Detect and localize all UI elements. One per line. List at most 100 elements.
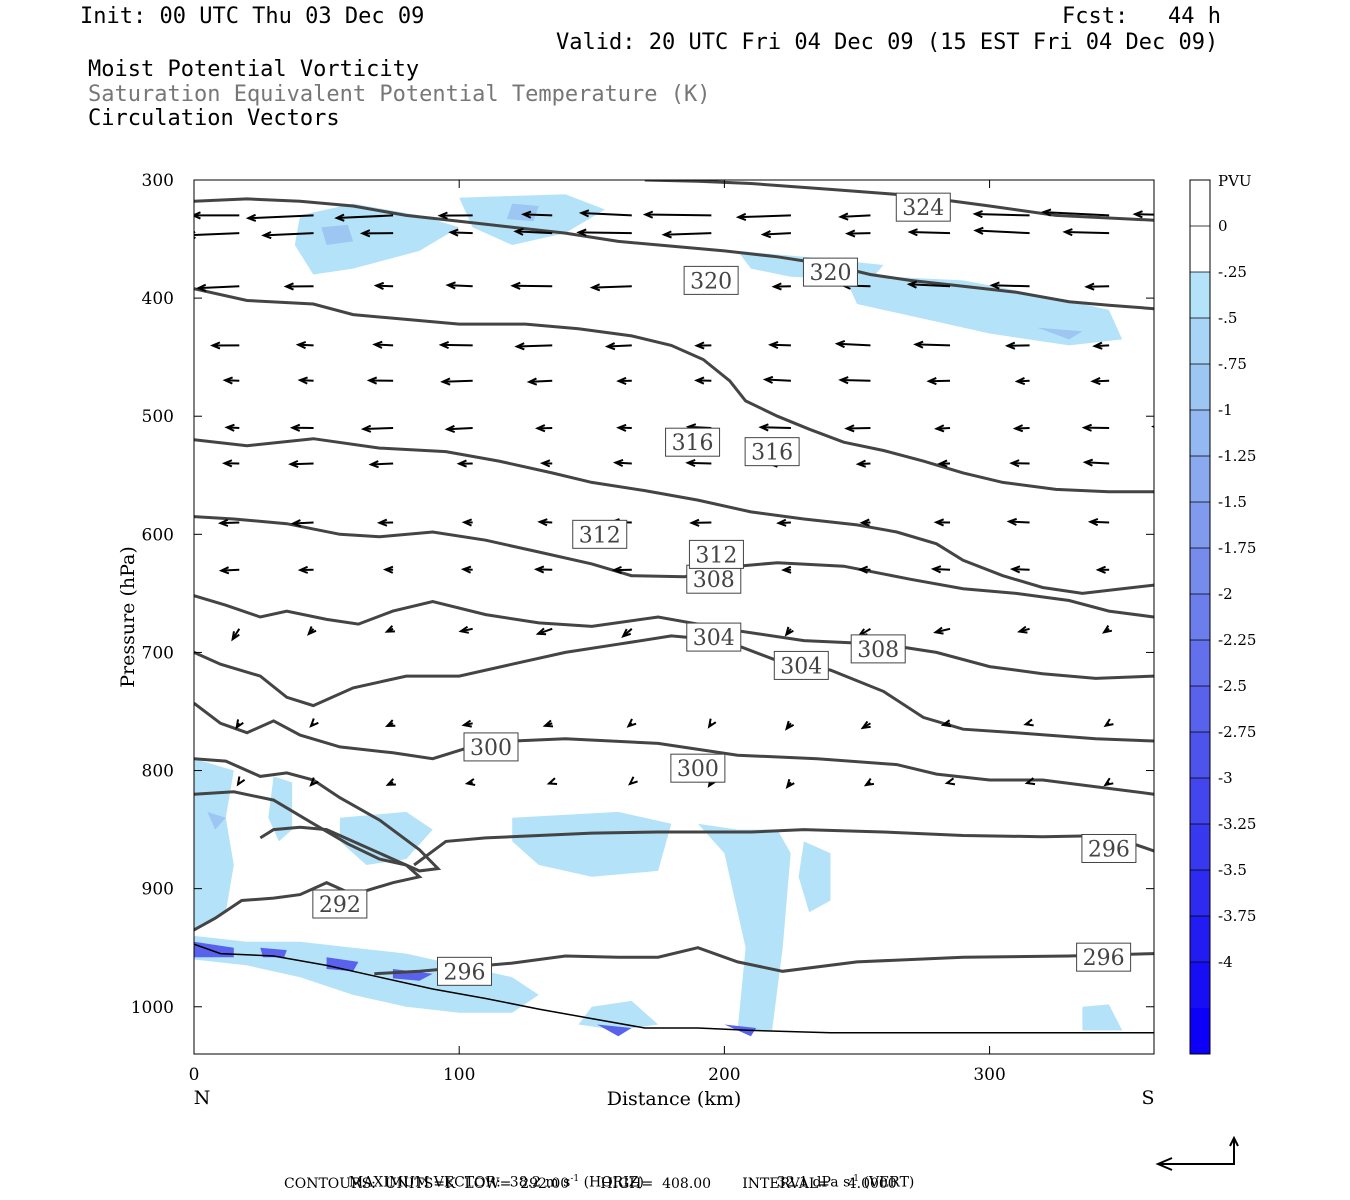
vector-arrow [1132, 210, 1154, 219]
field-title-thetae: Saturation Equivalent Potential Temperat… [88, 82, 711, 107]
vector-arrow [628, 776, 638, 786]
vector-shaft [1135, 213, 1154, 216]
vector-arrow [1023, 718, 1034, 727]
vector-arrow [1087, 518, 1110, 527]
vector-arrow [368, 460, 394, 469]
contour-label: 320 [809, 261, 851, 286]
vector-head [838, 212, 849, 221]
vector-arrow [1009, 565, 1030, 574]
vector-shaft [220, 521, 240, 525]
mpv-core [506, 203, 539, 222]
vector-head [290, 519, 302, 528]
vector-head [1017, 625, 1028, 634]
colorbar-swatch [1190, 502, 1210, 549]
contour-label-box [683, 265, 739, 295]
vector-head [694, 376, 705, 385]
vector-shaft [371, 462, 394, 466]
mpv-region [798, 841, 831, 913]
vector-arrow [973, 226, 1030, 235]
vector-arrow [933, 626, 951, 635]
mpv-region [294, 203, 460, 275]
y-tick-label: 300 [142, 171, 174, 191]
vector-head [834, 340, 846, 349]
vector-arrow [546, 777, 558, 785]
vector-head [694, 341, 705, 350]
vector-arrow [926, 377, 951, 386]
colorbar-swatch [1190, 916, 1210, 963]
contour-312 [194, 437, 1154, 595]
vector-arrow [776, 518, 791, 527]
contour-296 [413, 828, 1154, 867]
vector-shaft [738, 214, 791, 219]
vector-head [288, 459, 299, 469]
contour-label: 300 [470, 736, 512, 761]
x-end-label-left: N [194, 1087, 211, 1109]
vector-head [221, 459, 233, 468]
vector-head [360, 424, 372, 433]
vector-shaft [765, 378, 791, 382]
vector-head [863, 777, 875, 787]
vector-arrow [859, 518, 871, 527]
colorbar-swatch [1190, 180, 1210, 227]
vector-head [612, 458, 624, 468]
terrain-line [193, 943, 1154, 1034]
vector-head [1153, 380, 1154, 381]
vector-arrow [1062, 228, 1110, 237]
vector-head [231, 631, 240, 642]
vector-head [1132, 210, 1143, 219]
colorbar-swatch [1190, 410, 1210, 457]
vector-head [1009, 459, 1020, 468]
colorbar-label: -1.75 [1218, 539, 1256, 557]
contour-label-box [670, 753, 726, 783]
contour-304 [194, 634, 1154, 743]
vector-shaft [581, 212, 632, 217]
vector-shaft [221, 568, 240, 572]
vector-head [535, 627, 547, 636]
y-tick-label: 600 [142, 525, 174, 545]
vector-arrow [376, 518, 394, 527]
vector-head [621, 628, 632, 638]
vector-head [1082, 458, 1094, 467]
vector-head [514, 342, 525, 351]
colorbar-label: -.75 [1218, 355, 1247, 373]
vector-head [907, 228, 918, 237]
vector-shaft [1166, 286, 1183, 287]
vector-arrow [288, 459, 314, 469]
colorbar-swatch [1190, 640, 1210, 687]
mpv-strong-core [597, 1024, 632, 1037]
vector-head [235, 719, 244, 730]
vector-arrow [1180, 779, 1187, 787]
vector-arrow [1176, 567, 1184, 573]
vector-head [707, 718, 717, 729]
plot-frame [193, 179, 1155, 1055]
vector-head [376, 518, 388, 527]
vector-head [539, 459, 551, 468]
vector-head [373, 281, 385, 290]
vector-arrow [616, 423, 632, 432]
field-title-vectors: Circulation Vectors [88, 106, 340, 131]
vector-arrow [217, 518, 240, 527]
max-vector-label: MAXIMUM VECTOR: [348, 1174, 501, 1191]
vector-head [859, 518, 870, 527]
vector-head [1172, 519, 1179, 525]
vector-shaft [578, 231, 632, 235]
contour-label-box [688, 539, 744, 569]
colorbar: PVU 0 -.25 -.5 -.75 -1 -1.25 -1.5 -1.75 -2 -2.25 -2… [1189, 172, 1256, 1055]
vector-arrow [231, 628, 241, 642]
contour-label: 292 [319, 893, 361, 918]
vector-arrow [537, 518, 553, 527]
colorbar-frame [1189, 179, 1211, 1055]
y-tick-label: 400 [142, 289, 174, 309]
vector-head [1095, 565, 1106, 574]
vector-arrow [510, 281, 553, 290]
vector-head [1004, 341, 1016, 350]
vector-head [366, 376, 378, 385]
vector-head [464, 778, 476, 787]
vector-arrow [1179, 628, 1186, 636]
vector-arrow [444, 424, 473, 433]
vector-head [195, 283, 207, 292]
vector-shaft [840, 214, 871, 218]
vector-shaft [450, 231, 473, 235]
contour-label-box [665, 427, 721, 457]
vector-arrow [1082, 458, 1110, 467]
